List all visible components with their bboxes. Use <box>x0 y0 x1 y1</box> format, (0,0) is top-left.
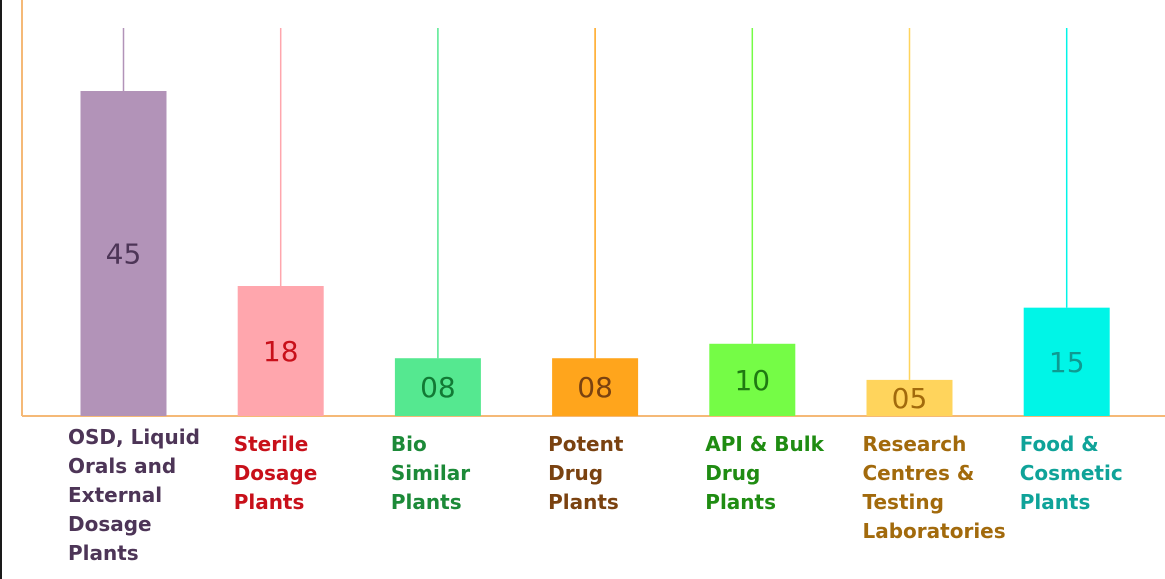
category-label: Sterile Dosage Plants <box>233 432 318 514</box>
bar <box>394 358 481 416</box>
bar <box>709 343 796 416</box>
left-edge-border <box>0 0 2 579</box>
bar <box>552 358 639 416</box>
bar <box>866 379 953 416</box>
category-label: API & Bulk Drug Plants <box>705 432 824 514</box>
category-label: Food & Cosmetic Plants <box>1019 432 1123 514</box>
bar-value-label: 08 <box>577 371 613 404</box>
bar-value-label: 45 <box>106 238 142 271</box>
category-label: Research Centres & Testing Laboratories <box>862 432 1006 543</box>
bar <box>1023 307 1110 416</box>
bar <box>80 91 167 416</box>
bar <box>237 286 324 416</box>
bar-value-label: 08 <box>420 371 456 404</box>
bar-value-label: 10 <box>734 364 770 397</box>
bar-value-label: 15 <box>1049 346 1085 379</box>
category-label: Bio Similar Plants <box>390 432 471 514</box>
category-label: Potent Drug Plants <box>548 432 624 514</box>
bar-value-label: 05 <box>892 382 928 415</box>
bar-value-label: 18 <box>263 335 299 368</box>
category-label: OSD, Liquid Orals and External Dosage Pl… <box>68 425 200 565</box>
